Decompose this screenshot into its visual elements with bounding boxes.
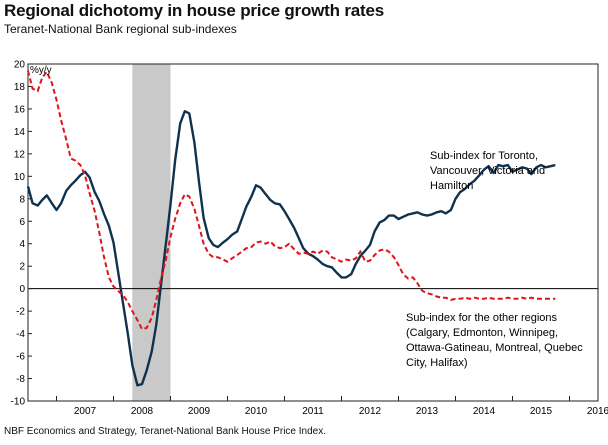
y-tick-label: -4 xyxy=(16,329,25,340)
y-tick-label: 14 xyxy=(14,127,26,138)
x-tick-label: 2013 xyxy=(416,406,439,417)
y-tick-label: -8 xyxy=(16,374,25,385)
y-tick-label: 20 xyxy=(14,60,26,71)
x-tick-label: 2014 xyxy=(473,406,496,417)
y-tick-label: -6 xyxy=(16,352,25,363)
y-tick-label: 12 xyxy=(14,149,26,160)
y-tick-label: 18 xyxy=(14,82,26,93)
series-line-other-regions xyxy=(27,70,556,331)
series-line-toronto-vancouver xyxy=(26,110,556,387)
chart-subtitle: Teranet-National Bank regional sub-index… xyxy=(4,22,237,36)
y-tick-label: 4 xyxy=(19,239,25,250)
series-label-toronto-vancouver: Sub-index for Toronto, Vancouver, Victori… xyxy=(430,150,545,192)
y-tick-label: 16 xyxy=(14,104,26,115)
plot-frame xyxy=(27,63,599,402)
y-tick-label: -10 xyxy=(11,397,26,408)
y-tick-label: -2 xyxy=(16,307,25,318)
y-tick-label: 2 xyxy=(19,262,25,273)
y-axis-unit-label: %y/y xyxy=(30,65,52,76)
series-label-line: (Calgary, Edmonton, Winnipeg, xyxy=(406,327,558,339)
x-tick-label: 2012 xyxy=(359,406,382,417)
x-tick-label: 2010 xyxy=(245,406,268,417)
y-tick-label: 0 xyxy=(19,284,25,295)
series-label-line: Ottawa-Gatineau, Montreal, Quebec xyxy=(406,342,583,354)
chart-title: Regional dichotomy in house price growth… xyxy=(4,1,384,20)
series-label-line: Sub-index for the other regions xyxy=(406,312,558,324)
x-axis-ticks: 2007 2008 2009 2010 2011 2012 2013 2014 2015 2016 xyxy=(56,396,608,417)
series-label-line: Sub-index for Toronto, xyxy=(430,150,538,162)
y-tick-label: 6 xyxy=(19,217,25,228)
y-tick-label: 10 xyxy=(14,172,26,183)
x-tick-label: 2011 xyxy=(302,406,324,417)
plot-background xyxy=(28,64,598,401)
y-tick-label: 8 xyxy=(19,194,25,205)
series-label-line: City, Halifax) xyxy=(406,357,468,369)
series-label-line: Vancouver, Victoria and xyxy=(430,165,545,177)
x-tick-label: 2007 xyxy=(74,406,97,417)
x-tick-label: 2009 xyxy=(188,406,211,417)
source-note: NBF Economics and Strategy, Teranet-Nati… xyxy=(4,426,327,437)
series-label-other-regions: Sub-index for the other regions (Calgary,… xyxy=(406,312,583,369)
recession-band xyxy=(132,64,171,401)
x-tick-label: 2015 xyxy=(530,406,553,417)
series-label-line: Hamilton xyxy=(430,180,473,192)
x-tick-label: 2008 xyxy=(131,406,154,417)
x-tick-label: 2016 xyxy=(587,406,608,417)
y-axis-ticks: -10 -8 -6 -4 -2 0 2 4 6 8 10 12 14 16 18 20 xyxy=(11,60,32,408)
